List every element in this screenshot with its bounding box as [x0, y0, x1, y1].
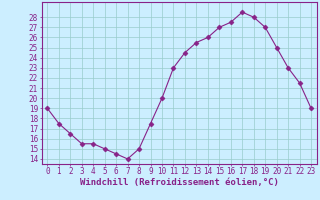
X-axis label: Windchill (Refroidissement éolien,°C): Windchill (Refroidissement éolien,°C) — [80, 178, 279, 187]
